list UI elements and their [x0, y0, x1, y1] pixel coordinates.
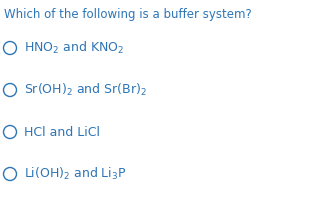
- Text: Which of the following is a buffer system?: Which of the following is a buffer syste…: [4, 8, 252, 21]
- Text: Sr(OH)$_2$ and Sr(Br)$_2$: Sr(OH)$_2$ and Sr(Br)$_2$: [24, 82, 147, 98]
- Text: Li(OH)$_2$ and Li$_3$P: Li(OH)$_2$ and Li$_3$P: [24, 166, 126, 182]
- Text: HCl and LiCl: HCl and LiCl: [24, 125, 100, 138]
- Text: HNO$_2$ and KNO$_2$: HNO$_2$ and KNO$_2$: [24, 40, 124, 56]
